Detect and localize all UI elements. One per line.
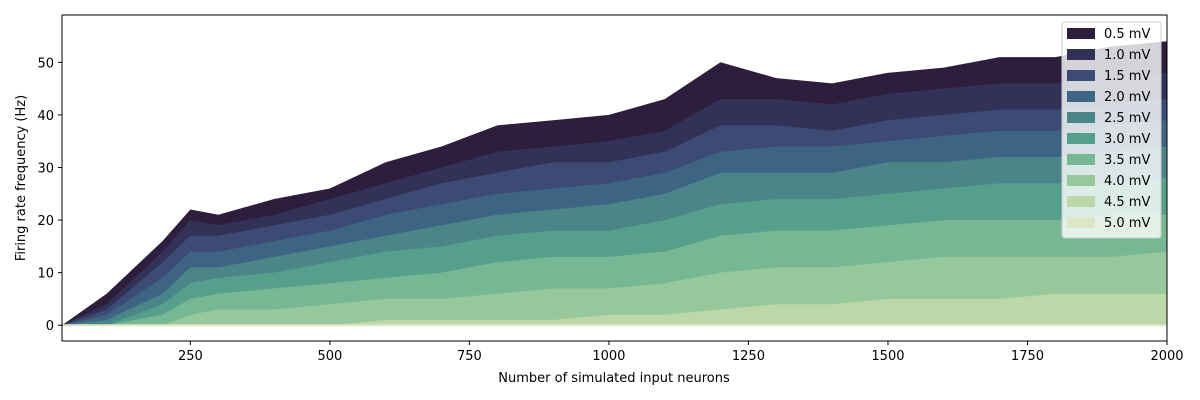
x-axis-ticks: 250 500 750 1000 1250 1500 1750 2000 bbox=[178, 341, 1184, 364]
legend-label: 2.0 mV bbox=[1104, 90, 1150, 105]
x-tick-label: 1750 bbox=[1011, 349, 1044, 364]
y-axis-label: Firing rate frequency (Hz) bbox=[14, 95, 29, 261]
legend-swatch bbox=[1067, 28, 1095, 39]
legend: 0.5 mV 1.0 mV 1.5 mV 2.0 mV 2.5 mV 3.0 mV 3.5 … bbox=[1061, 21, 1162, 239]
y-tick-label: 0 bbox=[46, 319, 54, 334]
y-tick-label: 20 bbox=[37, 214, 54, 229]
y-axis-ticks: 0 10 20 30 40 50 bbox=[37, 56, 62, 334]
legend-swatch bbox=[1067, 49, 1095, 60]
x-tick-label: 1250 bbox=[732, 349, 765, 364]
legend-swatch bbox=[1067, 70, 1095, 81]
baseline-band bbox=[63, 324, 1166, 327]
legend-label: 1.0 mV bbox=[1104, 48, 1150, 63]
x-tick-label: 1000 bbox=[592, 349, 625, 364]
y-tick-label: 30 bbox=[37, 161, 54, 176]
legend-swatch bbox=[1067, 154, 1095, 165]
legend-swatch bbox=[1067, 175, 1095, 186]
legend-label: 0.5 mV bbox=[1104, 27, 1150, 42]
legend-swatch bbox=[1067, 91, 1095, 102]
x-axis-label: Number of simulated input neurons bbox=[498, 371, 730, 386]
y-tick-label: 40 bbox=[37, 109, 54, 124]
plot-frame bbox=[61, 14, 1168, 342]
y-tick-label: 10 bbox=[37, 267, 54, 282]
legend-swatch bbox=[1067, 112, 1095, 123]
legend-swatch bbox=[1067, 133, 1095, 144]
area-series-group bbox=[62, 41, 1167, 327]
legend-label: 4.5 mV bbox=[1104, 195, 1150, 210]
legend-swatch bbox=[1067, 196, 1095, 207]
x-tick-label: 500 bbox=[317, 349, 342, 364]
legend-label: 1.5 mV bbox=[1104, 69, 1150, 84]
legend-label: 4.0 mV bbox=[1104, 174, 1150, 189]
x-tick-label: 250 bbox=[178, 349, 203, 364]
area-series-8 bbox=[62, 293, 1167, 326]
legend-label: 5.0 mV bbox=[1104, 216, 1150, 231]
x-tick-label: 2000 bbox=[1150, 349, 1183, 364]
legend-label: 3.5 mV bbox=[1104, 153, 1150, 168]
legend-label: 2.5 mV bbox=[1104, 111, 1150, 126]
y-tick-label: 50 bbox=[37, 56, 54, 71]
x-tick-label: 1500 bbox=[871, 349, 904, 364]
legend-label: 3.0 mV bbox=[1104, 132, 1150, 147]
x-tick-label: 750 bbox=[457, 349, 482, 364]
legend-swatch bbox=[1067, 217, 1095, 228]
